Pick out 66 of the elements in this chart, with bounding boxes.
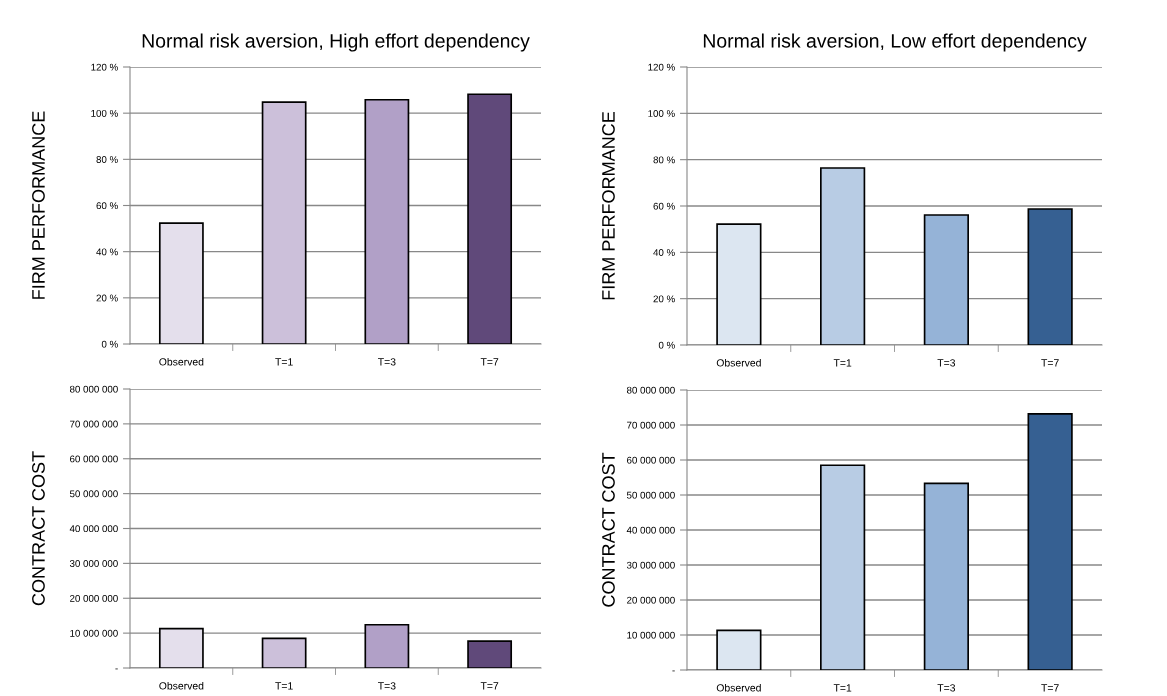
x-tick-label: Observed — [716, 683, 761, 692]
bar — [923, 214, 969, 345]
y-tick-label: 60 000 000 — [627, 456, 675, 464]
y-tick-label: 60 % — [96, 202, 118, 210]
x-tick-label: T=1 — [833, 359, 852, 367]
x-tick-label: T=1 — [275, 682, 293, 690]
y-tick-label: 10 000 000 — [627, 631, 675, 639]
x-tick-label: T=7 — [480, 682, 499, 690]
y-tick-label: 20 000 000 — [70, 594, 118, 602]
x-tick-label: T=3 — [377, 358, 396, 366]
x-tick-label: T=1 — [833, 684, 852, 692]
y-axis-title: FIRM PERFORMANCE — [32, 111, 45, 299]
x-tick-label: T=3 — [937, 359, 956, 367]
y-tick-label: 20 % — [96, 294, 118, 302]
x-tick-label: T=3 — [937, 684, 956, 692]
y-tick-label: 100 % — [648, 110, 675, 117]
x-tick-label: T=1 — [275, 358, 293, 366]
y-tick-label: 40 % — [96, 248, 118, 256]
y-tick-label: 20 % — [653, 295, 675, 303]
y-tick-label: 40 % — [653, 249, 675, 256]
bar — [261, 101, 307, 344]
y-tick-label: 0 % — [658, 341, 675, 349]
y-tick-label: 50 000 000 — [626, 491, 675, 499]
x-tick-label: T=7 — [1041, 359, 1059, 367]
y-tick-label: 40 000 000 — [626, 526, 675, 534]
y-tick-label: 60 % — [653, 202, 675, 210]
chart-title: Normal risk aversion, Low effort dependency — [703, 33, 1087, 52]
y-tick-label: 20 000 000 — [627, 596, 675, 604]
bar — [923, 482, 969, 670]
x-tick-label: Observed — [159, 357, 204, 366]
y-tick-label: 30 000 000 — [69, 560, 118, 567]
y-tick-label: 10 000 000 — [70, 629, 118, 637]
y-tick-label: - — [672, 670, 675, 672]
bar — [820, 167, 866, 345]
x-tick-label: T=7 — [1041, 684, 1059, 692]
y-tick-label: 120 % — [648, 63, 675, 71]
y-tick-label: 80 % — [96, 156, 118, 163]
bar — [158, 222, 204, 344]
bar — [716, 629, 762, 670]
bar — [1027, 208, 1073, 345]
y-tick-label: 50 000 000 — [69, 490, 118, 498]
bar — [716, 223, 762, 345]
y-tick-label: 100 % — [91, 109, 118, 117]
y-axis-title: CONTRACT COST — [602, 452, 615, 607]
x-tick-label: Observed — [159, 681, 204, 690]
bar — [364, 98, 410, 344]
y-tick-label: 80 000 000 — [626, 386, 675, 394]
y-tick-label: 60 000 000 — [70, 455, 118, 463]
y-axis-title: CONTRACT COST — [32, 451, 45, 606]
bar — [820, 464, 866, 670]
y-tick-label: 80 000 000 — [69, 385, 118, 393]
bar — [467, 93, 513, 344]
y-tick-label: 40 000 000 — [69, 525, 118, 533]
x-tick-label: Observed — [716, 358, 761, 367]
y-tick-label: 70 000 000 — [627, 421, 675, 429]
x-tick-label: T=7 — [480, 358, 499, 366]
y-axis-title: FIRM PERFORMANCE — [602, 111, 615, 300]
y-tick-label: 0 % — [101, 340, 118, 348]
bar — [1027, 412, 1073, 670]
y-tick-label: - — [115, 668, 118, 670]
y-tick-label: 30 000 000 — [626, 561, 675, 569]
y-tick-label: 70 000 000 — [70, 420, 118, 428]
chart-title: Normal risk aversion, High effort dependency — [142, 33, 530, 52]
x-tick-label: T=3 — [377, 682, 396, 690]
y-tick-label: 80 % — [653, 156, 675, 164]
y-tick-label: 120 % — [91, 63, 118, 71]
